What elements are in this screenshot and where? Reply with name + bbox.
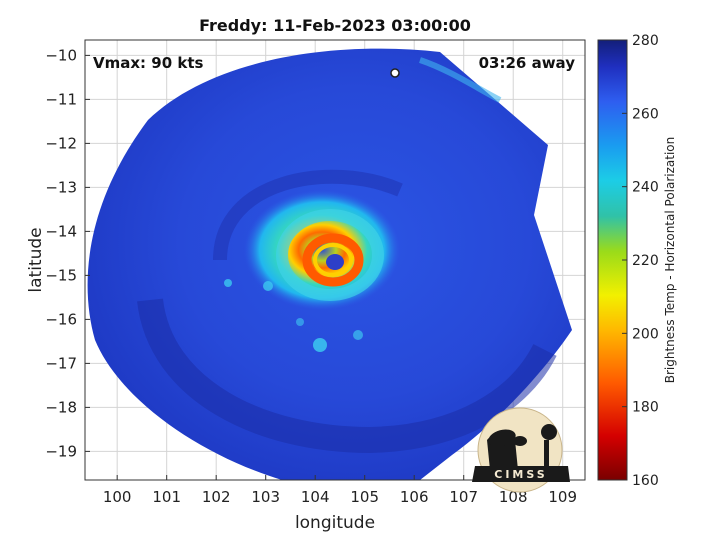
y-tick-label: −14 bbox=[45, 222, 77, 240]
x-ticks: 100 101 102 103 104 105 106 107 108 109 bbox=[103, 475, 577, 506]
convective-cell bbox=[353, 330, 363, 340]
x-tick-label: 108 bbox=[499, 488, 528, 506]
x-tick-label: 102 bbox=[202, 488, 231, 506]
colorbar-ticks: 160 180 200 220 240 260 280 bbox=[622, 33, 659, 489]
y-tick-label: −11 bbox=[45, 90, 77, 108]
x-tick-label: 104 bbox=[301, 488, 330, 506]
eyewall bbox=[302, 233, 364, 287]
convective-cell bbox=[296, 318, 304, 326]
y-tick-label: −16 bbox=[45, 310, 77, 328]
eye bbox=[326, 254, 344, 270]
y-tick-label: −10 bbox=[45, 46, 77, 64]
cimss-logo: CIMSS bbox=[472, 407, 570, 493]
island-marker bbox=[390, 68, 400, 78]
colorbar-title: Brightness Temp - Horizontal Polarizatio… bbox=[663, 137, 677, 384]
colorbar-tick-label: 240 bbox=[632, 180, 659, 196]
outer-band bbox=[137, 298, 557, 454]
colorbar-tick-label: 160 bbox=[632, 473, 659, 489]
y-axis-label: latitude bbox=[26, 227, 46, 292]
x-tick-label: 100 bbox=[103, 488, 132, 506]
colorbar-tick-label: 200 bbox=[632, 326, 659, 342]
x-tick-label: 103 bbox=[251, 488, 280, 506]
time-offset-annotation: 03:26 away bbox=[479, 54, 576, 72]
x-tick-label: 101 bbox=[152, 488, 181, 506]
x-tick-label: 107 bbox=[449, 488, 478, 506]
colorbar-tick-label: 260 bbox=[632, 106, 659, 122]
x-tick-label: 105 bbox=[350, 488, 379, 506]
brightness-field bbox=[87, 48, 572, 480]
convective-cell bbox=[224, 279, 232, 287]
convective-cell bbox=[263, 281, 273, 291]
y-ticks: −10 −11 −12 −13 −14 −15 −16 −17 −18 −19 bbox=[45, 46, 90, 460]
plot-border bbox=[84, 39, 586, 481]
cyan-ring bbox=[276, 209, 384, 301]
y-tick-label: −12 bbox=[45, 134, 77, 152]
y-tick-label: −18 bbox=[45, 398, 77, 416]
x-axis-label: longitude bbox=[295, 513, 375, 533]
colorbar-tick-label: 220 bbox=[632, 253, 659, 269]
y-tick-label: −13 bbox=[45, 178, 77, 196]
logo-text: CIMSS bbox=[494, 468, 547, 481]
y-tick-label: −15 bbox=[45, 266, 77, 284]
colorbar-tick-label: 180 bbox=[632, 400, 659, 416]
coast-edge bbox=[419, 57, 502, 103]
chart-title: Freddy: 11-Feb-2023 03:00:00 bbox=[199, 16, 471, 35]
y-tick-label: −19 bbox=[45, 442, 77, 460]
inner-dark-band bbox=[213, 169, 403, 261]
x-tick-label: 106 bbox=[400, 488, 429, 506]
vmax-annotation: Vmax: 90 kts bbox=[93, 54, 203, 72]
y-tick-label: −17 bbox=[45, 354, 77, 372]
eyewall-inner bbox=[313, 243, 353, 277]
convective-cell bbox=[313, 338, 327, 352]
x-tick-label: 109 bbox=[548, 488, 577, 506]
colorbar-tick-label: 280 bbox=[632, 33, 659, 49]
